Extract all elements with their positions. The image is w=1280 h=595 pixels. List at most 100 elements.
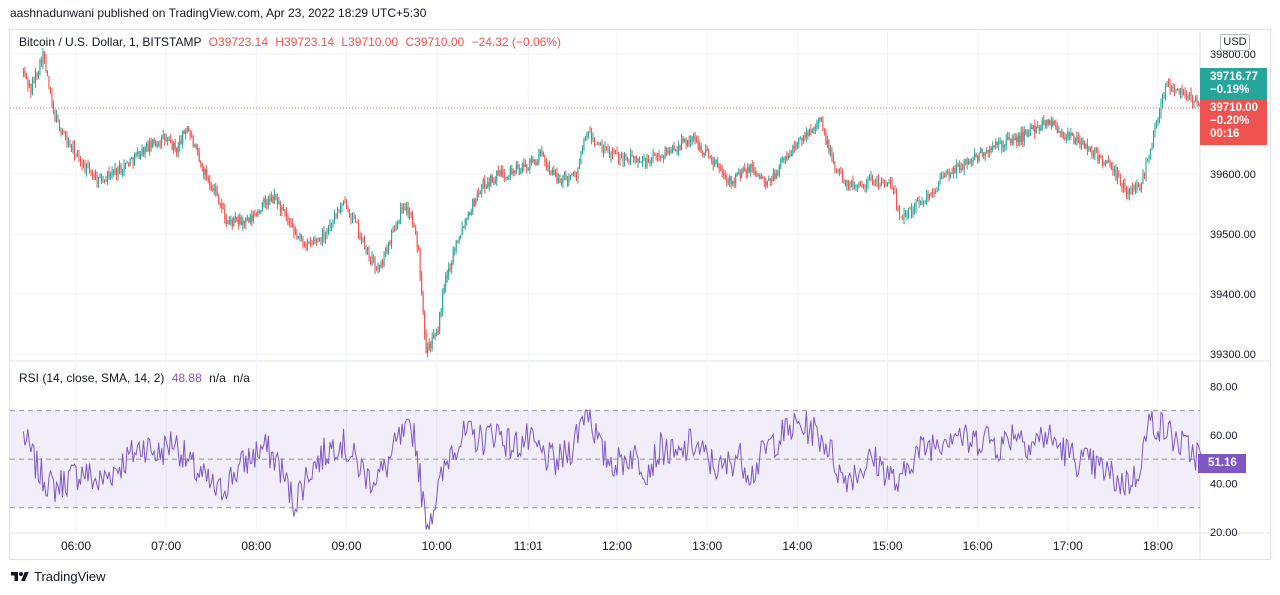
candle-body (1089, 147, 1091, 151)
candle-body (326, 231, 328, 235)
candle-body (1008, 137, 1010, 140)
candle-body (1041, 120, 1043, 128)
candle-body (780, 159, 782, 167)
candle-body (203, 166, 205, 175)
price-tick-label: 39400.00 (1210, 289, 1256, 301)
candle-body (996, 141, 998, 145)
candle-body (718, 167, 720, 169)
candle-body (1049, 120, 1051, 125)
candle-body (1137, 184, 1139, 187)
candle-body (470, 211, 472, 215)
candle-body (581, 149, 583, 153)
candle-body (110, 174, 112, 178)
candle-body (935, 191, 937, 194)
candle-body (1025, 130, 1027, 134)
rsi-tick-label: 20.00 (1210, 527, 1238, 539)
candle-body (336, 212, 339, 217)
candle-body (367, 248, 369, 252)
candle-body (1002, 146, 1004, 148)
candle-body (793, 146, 795, 149)
candle-body (808, 129, 810, 136)
candle-body (412, 214, 414, 225)
currency-button[interactable]: USD (1220, 34, 1250, 51)
chart-frame[interactable] (9, 29, 1271, 560)
candle-body (527, 169, 529, 171)
candle-body (747, 166, 749, 174)
candle-body (619, 156, 621, 162)
brand-name: TradingView (34, 569, 106, 584)
candle-body (852, 180, 854, 187)
candle-body (475, 200, 477, 206)
candle-body (766, 180, 768, 186)
candle-body (1103, 162, 1105, 165)
candle-body (380, 261, 382, 268)
candle-body (1005, 139, 1007, 145)
candle-body (661, 156, 663, 158)
candle-body (1195, 98, 1197, 101)
candle-body (60, 130, 62, 132)
candle-body (947, 170, 949, 172)
symbol-label[interactable]: Bitcoin / U.S. Dollar, 1, BITSTAMP (19, 35, 202, 49)
candle-body (518, 168, 520, 175)
candle-body (76, 153, 79, 155)
candle-body (341, 204, 343, 208)
candle-body (724, 175, 726, 180)
candle-body (948, 171, 950, 178)
candle-body (162, 134, 164, 136)
candle-body (348, 212, 351, 216)
candle-body (290, 222, 292, 224)
rsi-label[interactable]: RSI (14, close, SMA, 14, 2) (19, 371, 165, 385)
candle-body (1180, 88, 1182, 94)
candle-body (119, 165, 121, 169)
candle-body (72, 145, 74, 151)
candle-body (49, 88, 51, 93)
candle-body (658, 154, 660, 157)
candle-body (1167, 82, 1170, 84)
candle-body (625, 153, 627, 160)
candle-body (189, 131, 191, 136)
candle-body (1067, 132, 1069, 138)
candle-body (364, 237, 366, 250)
candle-body (371, 256, 373, 265)
candle-body (987, 150, 989, 153)
candle-body (1076, 136, 1078, 141)
time-tick-label: 17:00 (1053, 539, 1083, 553)
candle-body (1068, 132, 1070, 136)
candle-body (1178, 90, 1180, 94)
candle-body (152, 139, 154, 148)
candle-body (418, 247, 420, 250)
candle-body (957, 164, 959, 166)
candle-body (424, 312, 426, 334)
candle-body (82, 162, 85, 169)
candle-body (720, 167, 722, 170)
candle-body (153, 139, 155, 144)
candle-body (669, 150, 671, 152)
candle-body (529, 158, 531, 170)
candle-body (1062, 131, 1064, 138)
candle-body (569, 175, 571, 179)
candle-body (547, 165, 549, 167)
candle-body (898, 210, 901, 217)
candle-body (933, 192, 935, 194)
candle-body (236, 217, 238, 221)
candle-body (927, 193, 929, 198)
candle-body (502, 169, 504, 175)
candle-body (629, 153, 632, 163)
candle-body (445, 277, 447, 288)
candle-body (870, 175, 872, 179)
candle-body (572, 171, 574, 174)
candle-body (1101, 156, 1103, 165)
candle-body (397, 223, 399, 225)
candle-body (891, 183, 893, 190)
candle-body (388, 241, 390, 253)
candle-body (622, 157, 624, 163)
candle-body (1016, 137, 1018, 142)
candle-body (708, 151, 710, 156)
candle-body (551, 170, 553, 174)
candle-body (1050, 120, 1052, 127)
candle-body (1043, 120, 1045, 124)
candle-body (92, 175, 94, 177)
candle-body (117, 168, 119, 176)
candle-body (646, 157, 648, 167)
